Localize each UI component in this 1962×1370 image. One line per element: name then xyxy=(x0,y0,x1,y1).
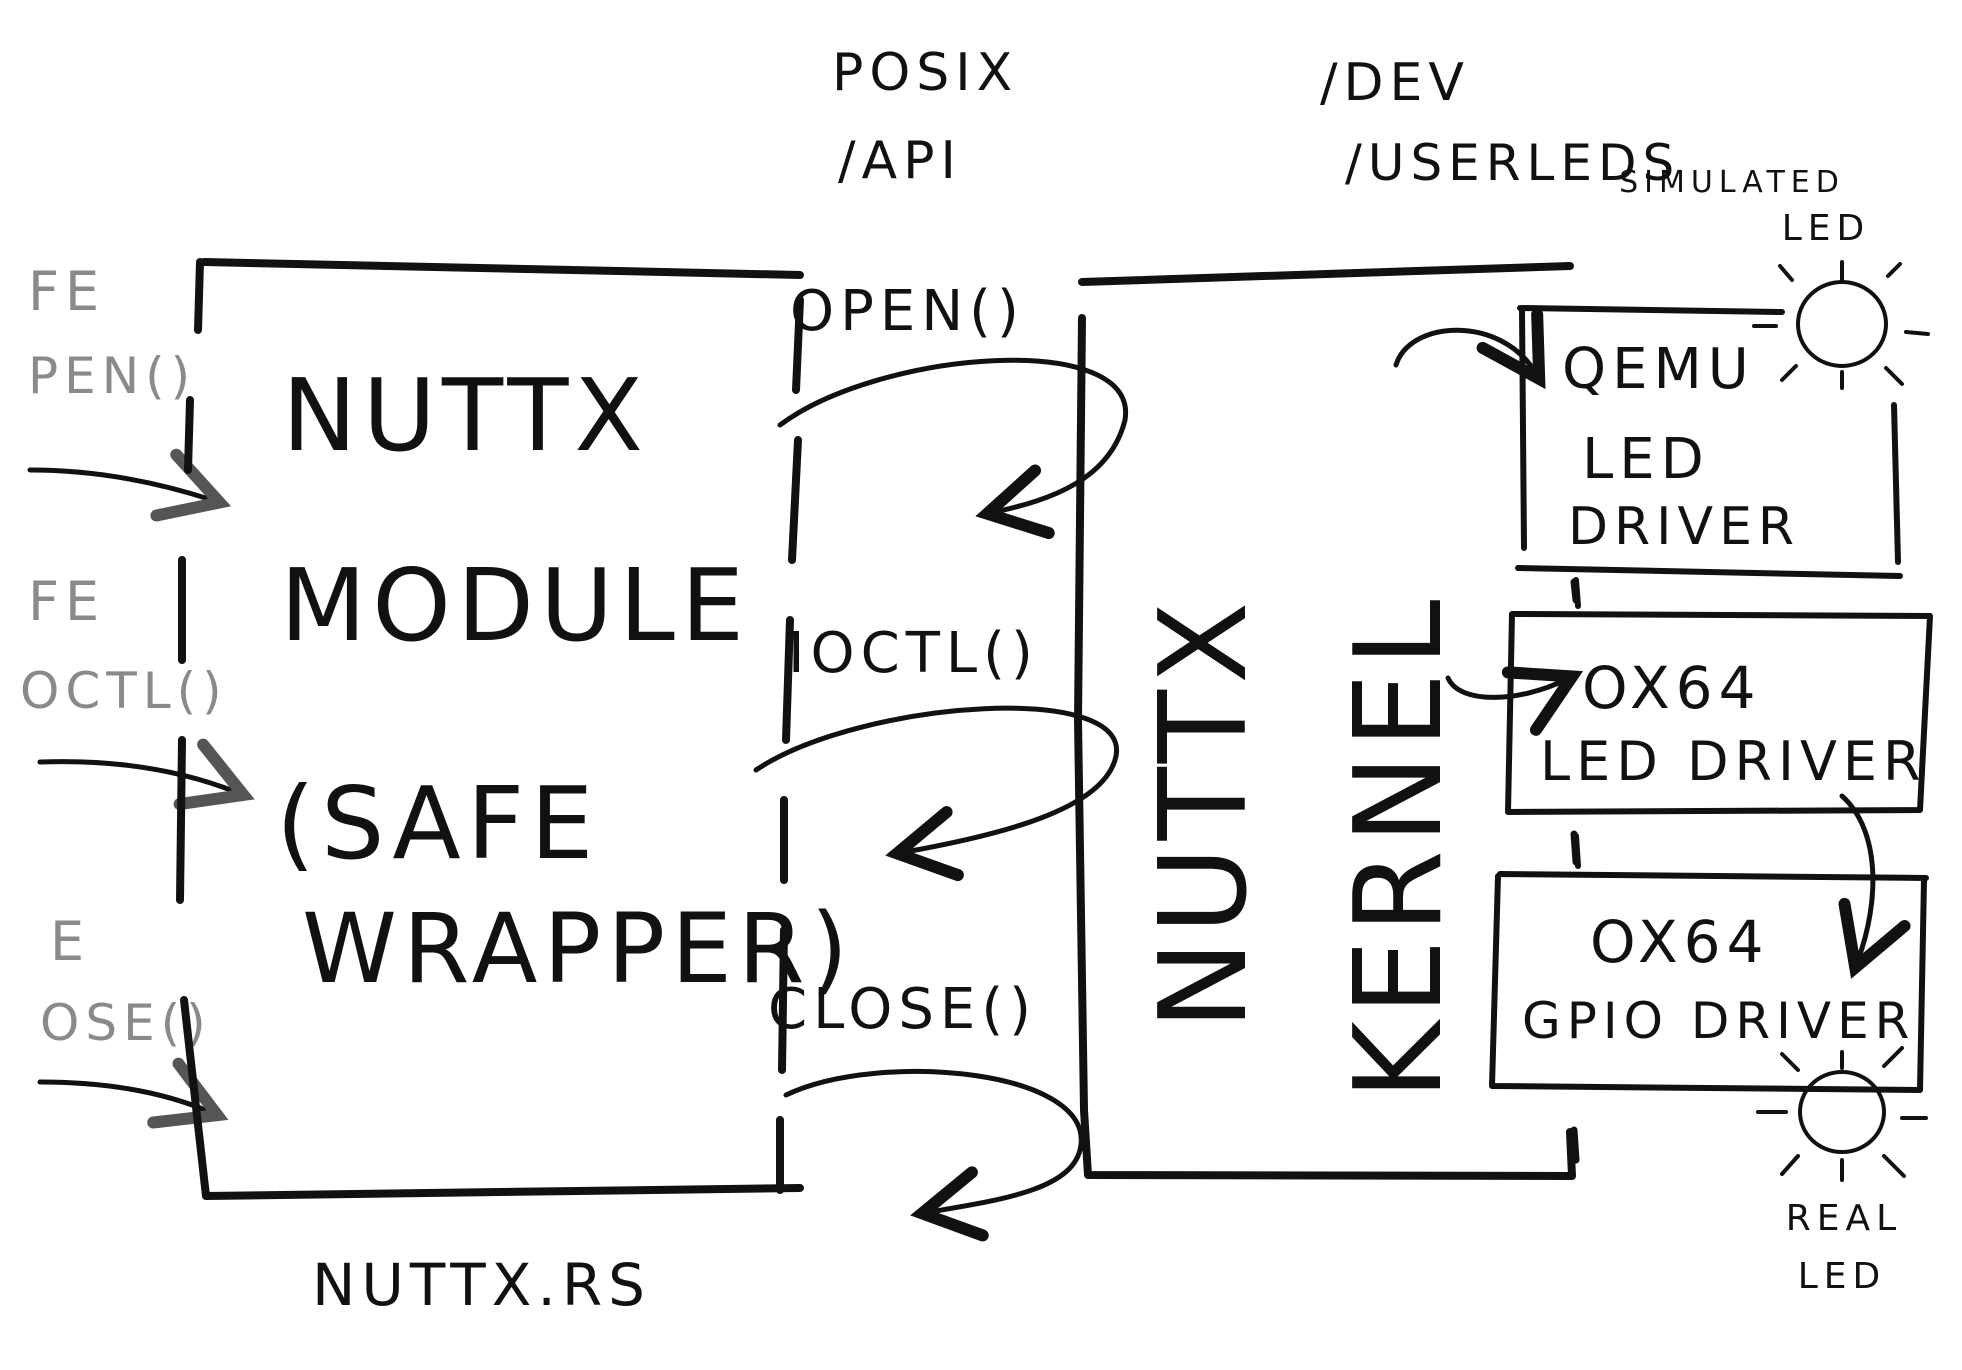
qemu-to-ox64-connector xyxy=(1573,577,1581,609)
close-call-arrow xyxy=(783,1068,1084,1242)
simulated-label: SIMULATED xyxy=(1619,165,1845,200)
ioctl-call-arrow xyxy=(753,705,1120,882)
module-line-2: MODULE xyxy=(280,547,750,664)
real-label: REAL xyxy=(1786,1198,1902,1239)
left-arrow-ioctl xyxy=(37,738,255,811)
ox64-led-line-2: LED DRIVER xyxy=(1540,730,1927,793)
left-call-1b: PEN() xyxy=(28,347,196,405)
qemu-driver-box xyxy=(1515,305,1903,579)
ox64-gpio-line-1: OX64 xyxy=(1590,908,1769,976)
posix-label: POSIX xyxy=(832,43,1018,103)
module-box xyxy=(176,258,804,1200)
simulated-led-icon xyxy=(1752,260,1930,390)
led-to-gpio-arrow xyxy=(1838,793,1911,979)
left-call-3b: OSE() xyxy=(40,994,212,1052)
userleds-label: /USERLEDS xyxy=(1345,134,1680,192)
ox64-led-driver-box xyxy=(1505,611,1933,815)
kernel-right-dash xyxy=(1570,578,1580,1164)
kernel-box xyxy=(1074,262,1576,1180)
api-label: /API xyxy=(838,131,962,191)
simulated-led-label: LED xyxy=(1782,208,1871,249)
nuttx-rs-label: NUTTX.RS xyxy=(312,1251,651,1319)
module-line-3: (SAFE xyxy=(276,765,599,882)
left-call-1a: FE xyxy=(28,260,105,323)
ox64-to-gpio-connector xyxy=(1573,833,1581,869)
open-call-arrow xyxy=(777,357,1128,540)
left-call-3a: E xyxy=(50,910,90,973)
ox64-led-line-1: OX64 xyxy=(1582,654,1761,722)
qemu-line-3: DRIVER xyxy=(1568,497,1800,557)
left-call-2a: FE xyxy=(28,570,105,633)
module-line-1: NUTTX xyxy=(282,357,649,474)
module-line-4: WRAPPER) xyxy=(302,893,854,1005)
api-ioctl-label: IOCTL() xyxy=(788,621,1039,686)
kernel-to-ox64-led-arrow xyxy=(1445,666,1584,736)
real-led-icon xyxy=(1756,1046,1928,1182)
ox64-gpio-driver-box xyxy=(1489,871,1929,1093)
real-led-label: LED xyxy=(1798,1256,1887,1297)
left-call-2b: OCTL() xyxy=(20,662,228,720)
qemu-line-2: LED xyxy=(1582,427,1710,492)
kernel-to-qemu-arrow xyxy=(1393,308,1546,390)
ox64-gpio-line-2: GPIO DRIVER xyxy=(1522,992,1915,1050)
kernel-col-kernel: KERNEL xyxy=(1330,594,1469,1100)
left-arrow-open xyxy=(27,448,232,522)
api-close-label: CLOSE() xyxy=(768,977,1037,1042)
module-box-divider xyxy=(776,296,804,1194)
left-arrow-close xyxy=(37,1057,229,1129)
api-open-label: OPEN() xyxy=(790,279,1025,344)
kernel-col-nuttx: NUTTX xyxy=(1135,596,1274,1030)
qemu-line-1: QEMU xyxy=(1562,337,1755,402)
dev-label: /DEV xyxy=(1320,53,1470,113)
